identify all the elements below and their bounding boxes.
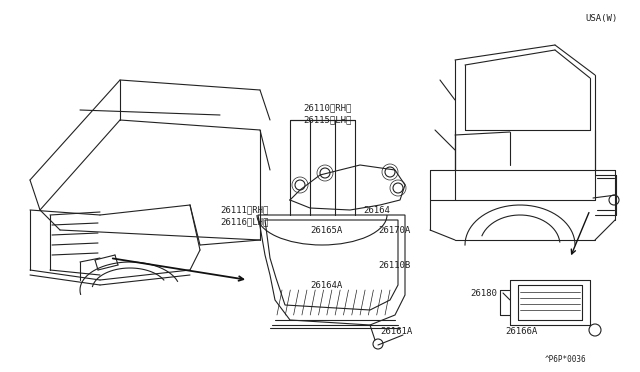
Text: 26111〈RH〉: 26111〈RH〉 <box>220 205 268 215</box>
Text: 26165A: 26165A <box>310 225 342 234</box>
Text: 26115〈LH〉: 26115〈LH〉 <box>303 115 351 125</box>
Text: 26180: 26180 <box>470 289 497 298</box>
Text: 26166A: 26166A <box>505 327 537 337</box>
Text: 26110B: 26110B <box>378 260 410 269</box>
Text: 26161A: 26161A <box>380 327 412 337</box>
Text: 26116〈LH〉: 26116〈LH〉 <box>220 218 268 227</box>
Text: 26164A: 26164A <box>310 280 342 289</box>
Text: 26164: 26164 <box>363 205 390 215</box>
Text: USA(W): USA(W) <box>585 13 617 22</box>
Text: 26170A: 26170A <box>378 225 410 234</box>
Text: ^P6P*0036: ^P6P*0036 <box>545 356 587 365</box>
Text: 26110〈RH〉: 26110〈RH〉 <box>303 103 351 112</box>
